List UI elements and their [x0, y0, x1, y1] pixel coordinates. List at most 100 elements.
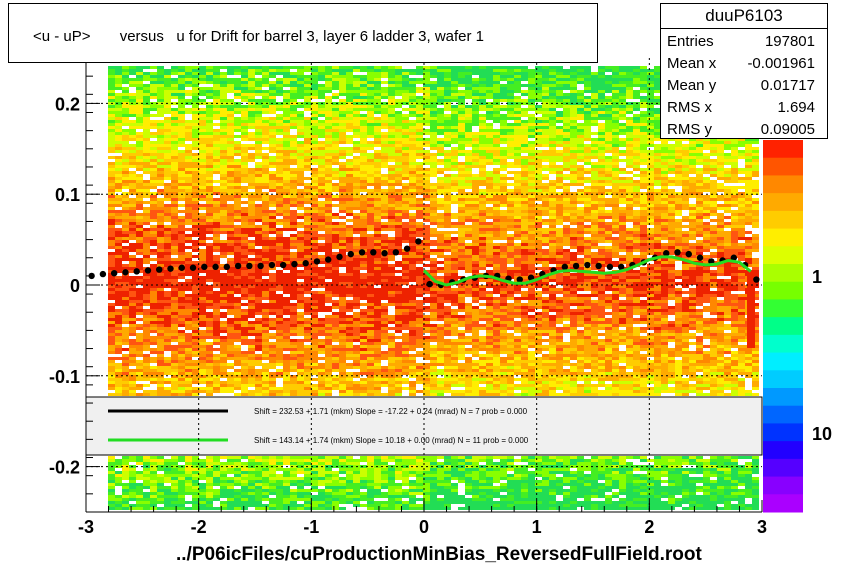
- profile-point: [730, 254, 738, 261]
- y-tick-label: 0.1: [55, 185, 80, 205]
- color-scale-swatch: [763, 388, 803, 407]
- stat-value: 0.01717: [760, 77, 815, 94]
- color-scale-label: 1: [812, 267, 822, 287]
- stat-label: RMS y: [667, 121, 712, 138]
- color-scale-swatch: [763, 458, 803, 478]
- legend-text: Shift = 143.14 + 1.74 (mkm) Slope = 10.1…: [254, 436, 529, 445]
- y-tick-label: -0.1: [49, 367, 80, 387]
- profile-point: [156, 266, 163, 273]
- x-tick-label: 3: [757, 517, 767, 537]
- profile-point: [403, 245, 411, 252]
- stat-row-mean-y: Mean y 0.01717: [667, 75, 815, 97]
- profile-point: [257, 262, 264, 270]
- profile-point: [336, 253, 343, 261]
- profile-point: [561, 263, 569, 271]
- color-scale-bar: 0110: [763, 113, 832, 513]
- profile-point: [313, 258, 321, 265]
- color-scale-swatch: [763, 246, 803, 265]
- x-axis-title: ../P06icFiles/cuProductionMinBias_Revers…: [176, 544, 702, 565]
- stat-label: RMS x: [667, 99, 712, 116]
- fit-legend: Shift = 232.53 + 1.71 (mkm) Slope = -17.…: [85, 396, 763, 456]
- color-scale-swatch: [763, 352, 803, 371]
- profile-point: [279, 261, 287, 269]
- profile-point: [234, 262, 242, 270]
- profile-point: [99, 270, 107, 278]
- stat-value: 1.694: [777, 99, 815, 116]
- histogram-name: duuP6103: [661, 4, 827, 29]
- y-tick-label: 0.2: [55, 94, 80, 114]
- profile-point: [685, 250, 692, 258]
- profile-point: [392, 249, 400, 256]
- profile-point: [133, 268, 140, 275]
- x-tick-label: 2: [644, 517, 654, 537]
- profile-point: [144, 267, 152, 274]
- profile-point: [370, 249, 377, 256]
- profile-point: [291, 260, 298, 268]
- profile-point: [674, 249, 681, 256]
- color-scale-swatch: [763, 423, 803, 442]
- x-tick-label: 1: [532, 517, 542, 537]
- color-scale-swatch: [763, 157, 803, 176]
- profile-point: [426, 280, 433, 288]
- stat-label: Mean y: [667, 77, 717, 94]
- color-scale-label: 10: [812, 424, 832, 444]
- y-tick-label: 0: [70, 276, 80, 296]
- profile-point: [325, 256, 332, 263]
- profile-point: [606, 263, 614, 271]
- title-box: <u - uP> versus u for Drift for barrel 3…: [8, 3, 598, 63]
- legend-text: Shift = 232.53 + 1.71 (mkm) Slope = -17.…: [254, 407, 528, 416]
- legend-frame: [85, 396, 763, 456]
- chart-title: <u - uP> versus u for Drift for barrel 3…: [33, 28, 485, 45]
- stat-row-mean-x: Mean x -0.001961: [667, 53, 815, 75]
- profile-point: [122, 269, 129, 276]
- profile-point: [516, 276, 523, 283]
- color-scale-swatch: [763, 476, 803, 495]
- color-scale-swatch: [763, 140, 803, 159]
- grid-lines: [86, 58, 762, 512]
- profile-point: [696, 254, 704, 261]
- profile-point: [572, 262, 580, 270]
- profile-point: [246, 262, 253, 270]
- profile-point: [167, 265, 174, 272]
- profile-point: [595, 262, 602, 270]
- x-tick-label: -2: [191, 517, 207, 537]
- color-scale-swatch: [763, 370, 803, 389]
- color-scale-swatch: [763, 210, 803, 230]
- color-scale-swatch: [763, 264, 803, 283]
- y-tick-label: -0.2: [49, 458, 80, 478]
- color-scale-swatch: [763, 405, 803, 424]
- profile-point: [110, 269, 118, 277]
- color-scale-swatch: [763, 441, 803, 460]
- color-scale-swatch: [763, 299, 803, 318]
- color-scale-swatch: [763, 317, 803, 336]
- stat-value: 0.09005: [760, 121, 815, 138]
- profile-point: [201, 263, 208, 271]
- stat-row-rms-y: RMS y 0.09005: [667, 119, 815, 141]
- profile-point: [381, 250, 388, 257]
- stat-value: 197801: [764, 33, 815, 50]
- color-scale-swatch: [763, 228, 803, 247]
- profile-point: [302, 260, 309, 267]
- profile-point: [189, 264, 197, 271]
- profile-point: [617, 263, 625, 271]
- x-tick-label: -3: [78, 517, 94, 537]
- profile-point: [223, 263, 231, 271]
- color-scale-swatch: [763, 193, 803, 212]
- profile-point: [358, 249, 366, 256]
- profile-point: [753, 276, 760, 283]
- axes: -3 -2 -1 0 1 2 3 -0.2 -0.1 0 0.1 0.2: [49, 57, 767, 537]
- stat-label: Mean x: [667, 55, 717, 72]
- x-tick-label: -1: [303, 517, 319, 537]
- stat-label: Entries: [667, 33, 714, 50]
- profile-point: [663, 250, 670, 257]
- stat-value: -0.001961: [747, 55, 815, 72]
- profile-point: [178, 264, 185, 271]
- profile-point: [347, 250, 354, 258]
- profile-point: [212, 263, 219, 271]
- profile-point: [268, 261, 276, 269]
- color-scale-swatch: [763, 281, 803, 300]
- stats-box: duuP6103 Entries 197801 Mean x -0.001961…: [660, 3, 828, 139]
- stat-row-entries: Entries 197801: [667, 31, 815, 53]
- x-tick-label: 0: [419, 517, 429, 537]
